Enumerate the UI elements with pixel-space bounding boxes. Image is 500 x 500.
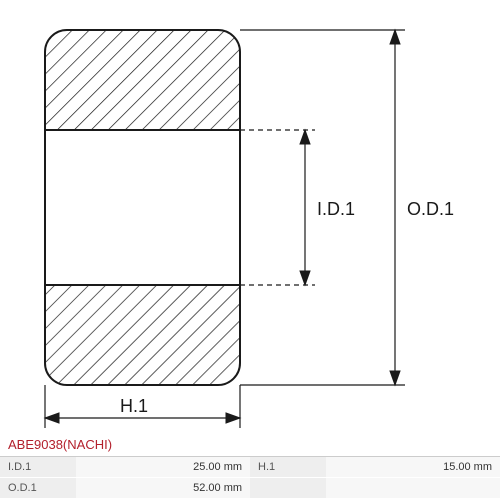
bearing-diagram: O.D.1 I.D.1 H.1 <box>0 0 500 435</box>
label-id1: I.D.1 <box>317 199 355 219</box>
table-row: I.D.1 25.00 mm H.1 15.00 mm <box>0 457 500 478</box>
label-h1: H.1 <box>120 396 148 416</box>
table-row: O.D.1 52.00 mm <box>0 478 500 499</box>
spec-value: 25.00 mm <box>76 457 250 478</box>
spec-label <box>250 478 325 499</box>
diagram-svg: O.D.1 I.D.1 H.1 <box>0 0 500 435</box>
spec-label: I.D.1 <box>0 457 76 478</box>
label-od1: O.D.1 <box>407 199 454 219</box>
spec-table: I.D.1 25.00 mm H.1 15.00 mm O.D.1 52.00 … <box>0 457 500 499</box>
part-number: ABE9038(NACHI) <box>0 435 500 457</box>
hatch-bottom <box>45 285 240 385</box>
spec-value: 15.00 mm <box>326 457 500 478</box>
spec-label: H.1 <box>250 457 325 478</box>
hatch-top <box>45 30 240 130</box>
spec-label: O.D.1 <box>0 478 76 499</box>
spec-value <box>326 478 500 499</box>
spec-value: 52.00 mm <box>76 478 250 499</box>
